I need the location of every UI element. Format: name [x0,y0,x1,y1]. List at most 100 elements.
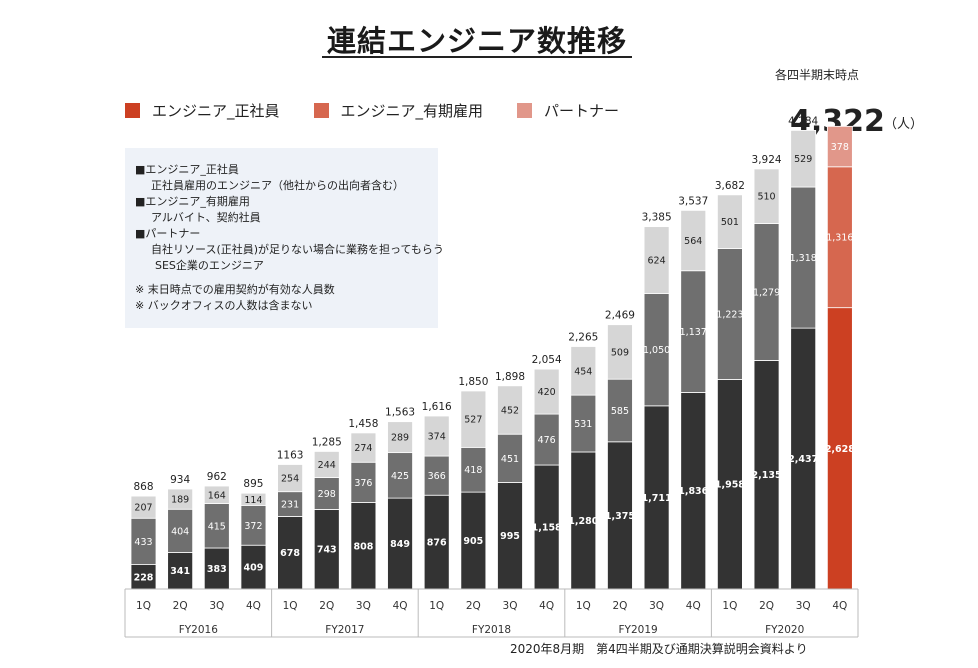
bar-segment [387,421,413,454]
total-label: 1163 [277,450,304,462]
bar-segment [643,405,670,590]
x-tick-label: 2Q [466,600,481,612]
x-tick-label: 3Q [503,600,518,612]
total-label: 1,616 [422,401,452,413]
x-tick-label: 2Q [319,600,334,612]
x-tick-label: 3Q [649,600,664,612]
bar-segment [240,504,267,546]
as-of-note: 各四半期末時点 [775,68,860,82]
data-label: 1,318 [790,253,817,264]
data-label: 254 [281,474,299,485]
data-label: 374 [428,432,446,443]
note-line: ■エンジニア_有期雇用 [135,195,250,208]
data-label: 849 [390,539,410,550]
data-label: 452 [501,406,519,417]
bar-segment [753,168,780,224]
x-tick-label: 1Q [136,600,151,612]
x-tick-label: 4Q [246,600,261,612]
bar-segment [497,433,523,483]
note-line: ※ 末日時点での雇用契約が有効な人員数 [135,283,335,296]
bar-segment [423,455,450,496]
data-label: 501 [721,217,739,228]
data-label: 228 [134,572,154,583]
bar-segment [313,477,340,510]
x-group-label: FY2016 [179,624,218,636]
total-label: 1,850 [458,376,488,388]
data-label: 1,279 [753,287,780,298]
data-label: 476 [538,435,556,446]
bar-segment [643,226,670,294]
data-label: 509 [611,347,629,358]
legend-item-regular: エンジニア_正社員 [125,100,280,121]
data-label: 1,137 [680,327,707,338]
total-label: 3,537 [678,195,708,207]
note-line: ※ バックオフィスの人数は含まない [135,299,313,312]
bar-segment [753,360,780,590]
legend: エンジニア_正社員 エンジニア_有期雇用 パートナー [125,100,653,121]
bar-segment [533,368,560,415]
legend-label-partner: パートナー [544,102,620,120]
total-label: 962 [207,471,227,483]
bar-segment [570,451,597,590]
bar-segment [790,327,817,590]
bar-segment [680,270,707,393]
data-label: 1,158 [532,523,562,534]
data-label: 415 [208,521,226,532]
legend-label-regular: エンジニア_正社員 [152,102,280,120]
bar-segment [203,503,230,549]
data-label: 418 [464,465,482,476]
data-label: 244 [318,460,336,471]
data-label: 2,628 [825,444,855,455]
bar-segment [167,488,194,510]
total-label: 2,265 [568,332,598,344]
data-label: 289 [391,433,409,444]
total-label: 3,924 [752,154,782,166]
data-label: 207 [134,503,152,514]
bar-segment [753,223,780,361]
bar-segment [460,491,487,590]
note-line: 自社リソース(正社員)が足りない場合に業務を担ってもらう [151,243,444,256]
data-label: 1,711 [642,493,672,504]
data-label: 1,375 [605,511,635,522]
total-label: 895 [243,478,263,490]
x-group-label: FY2020 [765,624,804,636]
data-label: 1,050 [643,345,670,356]
legend-swatch-regular [125,103,140,118]
total-label: 3,385 [642,212,672,224]
data-label: 451 [501,454,519,465]
data-label: 376 [354,478,372,489]
x-group-label: FY2017 [325,624,364,636]
data-label: 189 [171,495,189,506]
note-line: ■パートナー [135,227,201,240]
bar-segment [277,516,304,590]
bar-segment [570,394,597,453]
bar-segment [350,502,377,590]
x-tick-label: 3Q [209,600,224,612]
total-label: 3,682 [715,180,745,192]
source-note: 2020年8月期 第4四半期及び通期決算説明会資料より [510,642,808,656]
x-tick-label: 1Q [429,600,444,612]
data-label: 1,223 [716,309,743,320]
x-tick-label: 4Q [832,600,847,612]
data-label: 1,958 [715,480,745,491]
total-label: 1,458 [348,418,378,430]
legend-item-fixed-term: エンジニア_有期雇用 [313,100,483,121]
total-label: 1,898 [495,371,525,383]
x-group-label: FY2018 [472,624,511,636]
latest-total-unit: （人） [884,117,924,132]
note-line: SES企業のエンジニア [155,259,264,272]
data-label: 372 [244,521,262,532]
total-label: 2,054 [532,354,562,366]
x-tick-label: 4Q [539,600,554,612]
total-label: 868 [133,481,153,493]
legend-swatch-partner [517,103,533,118]
data-label: 409 [244,563,264,574]
data-label: 876 [427,538,447,549]
bar-segment [607,378,633,443]
data-label: 114 [244,495,262,506]
note-line: アルバイト、契約社員 [151,211,261,224]
bar-segment [607,324,633,380]
bar-segment [313,451,340,478]
x-tick-label: 4Q [686,600,701,612]
